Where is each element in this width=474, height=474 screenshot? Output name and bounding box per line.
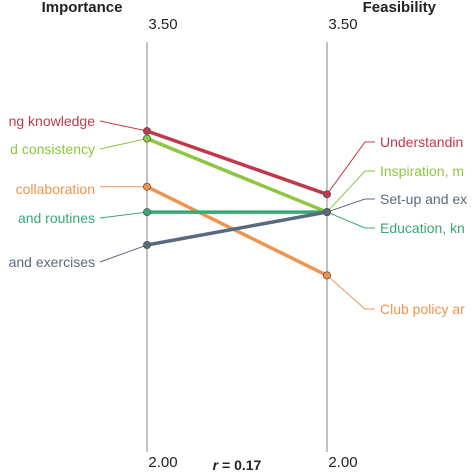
feasibility-point-2 (322, 271, 331, 280)
left-label-1: d consistency (10, 141, 95, 157)
importance-point-4 (142, 240, 151, 249)
right-leader-0 (326, 141, 375, 195)
importance-axis-title: Importance (42, 0, 123, 16)
right-leader-2 (326, 275, 375, 310)
left-label-3: and routines (18, 210, 95, 226)
correlation-statistic: r = 0.17 (213, 457, 262, 473)
right-label-0: Understandin (380, 134, 463, 150)
left-leader-4 (99, 244, 148, 263)
left-leader-1 (99, 138, 148, 150)
left-label-2: collaboration (16, 181, 95, 197)
left-leader-3 (99, 211, 148, 219)
label-leader-lines (99, 120, 375, 310)
series-labels: ng knowledge Understandin d consistency Ins… (9, 113, 468, 317)
importance-tick-min: 2.00 (148, 454, 177, 471)
right-label-3: Education, kn (380, 220, 465, 236)
right-label-1: Inspiration, m (380, 163, 464, 179)
axes: Importance 3.50 2.00 Feasibility 3.50 2.00 (42, 0, 437, 471)
importance-point-2 (142, 182, 151, 191)
right-label-4: Set-up and ex (380, 191, 467, 207)
right-leader-1 (326, 170, 375, 213)
left-label-4: and exercises (9, 254, 95, 270)
feasibility-tick-max: 3.50 (328, 16, 357, 33)
series-line-1 (145, 136, 329, 214)
feasibility-point-0 (322, 190, 331, 199)
feasibility-axis-title: Feasibility (363, 0, 437, 16)
series-line-4 (145, 210, 329, 247)
right-leader-4 (326, 198, 375, 213)
importance-tick-max: 3.50 (148, 16, 177, 33)
left-leader-0 (99, 120, 148, 132)
left-label-0: ng knowledge (9, 113, 96, 129)
importance-point-1 (142, 134, 151, 143)
series-lines (142, 127, 331, 280)
feasibility-point-4 (322, 208, 331, 217)
right-leader-3 (326, 211, 375, 229)
feasibility-tick-min: 2.00 (328, 454, 357, 471)
right-label-2: Club policy ar (380, 301, 465, 317)
series-line-0 (145, 129, 329, 197)
series-line-2 (145, 184, 329, 278)
importance-point-0 (142, 127, 151, 136)
importance-point-3 (142, 208, 151, 217)
